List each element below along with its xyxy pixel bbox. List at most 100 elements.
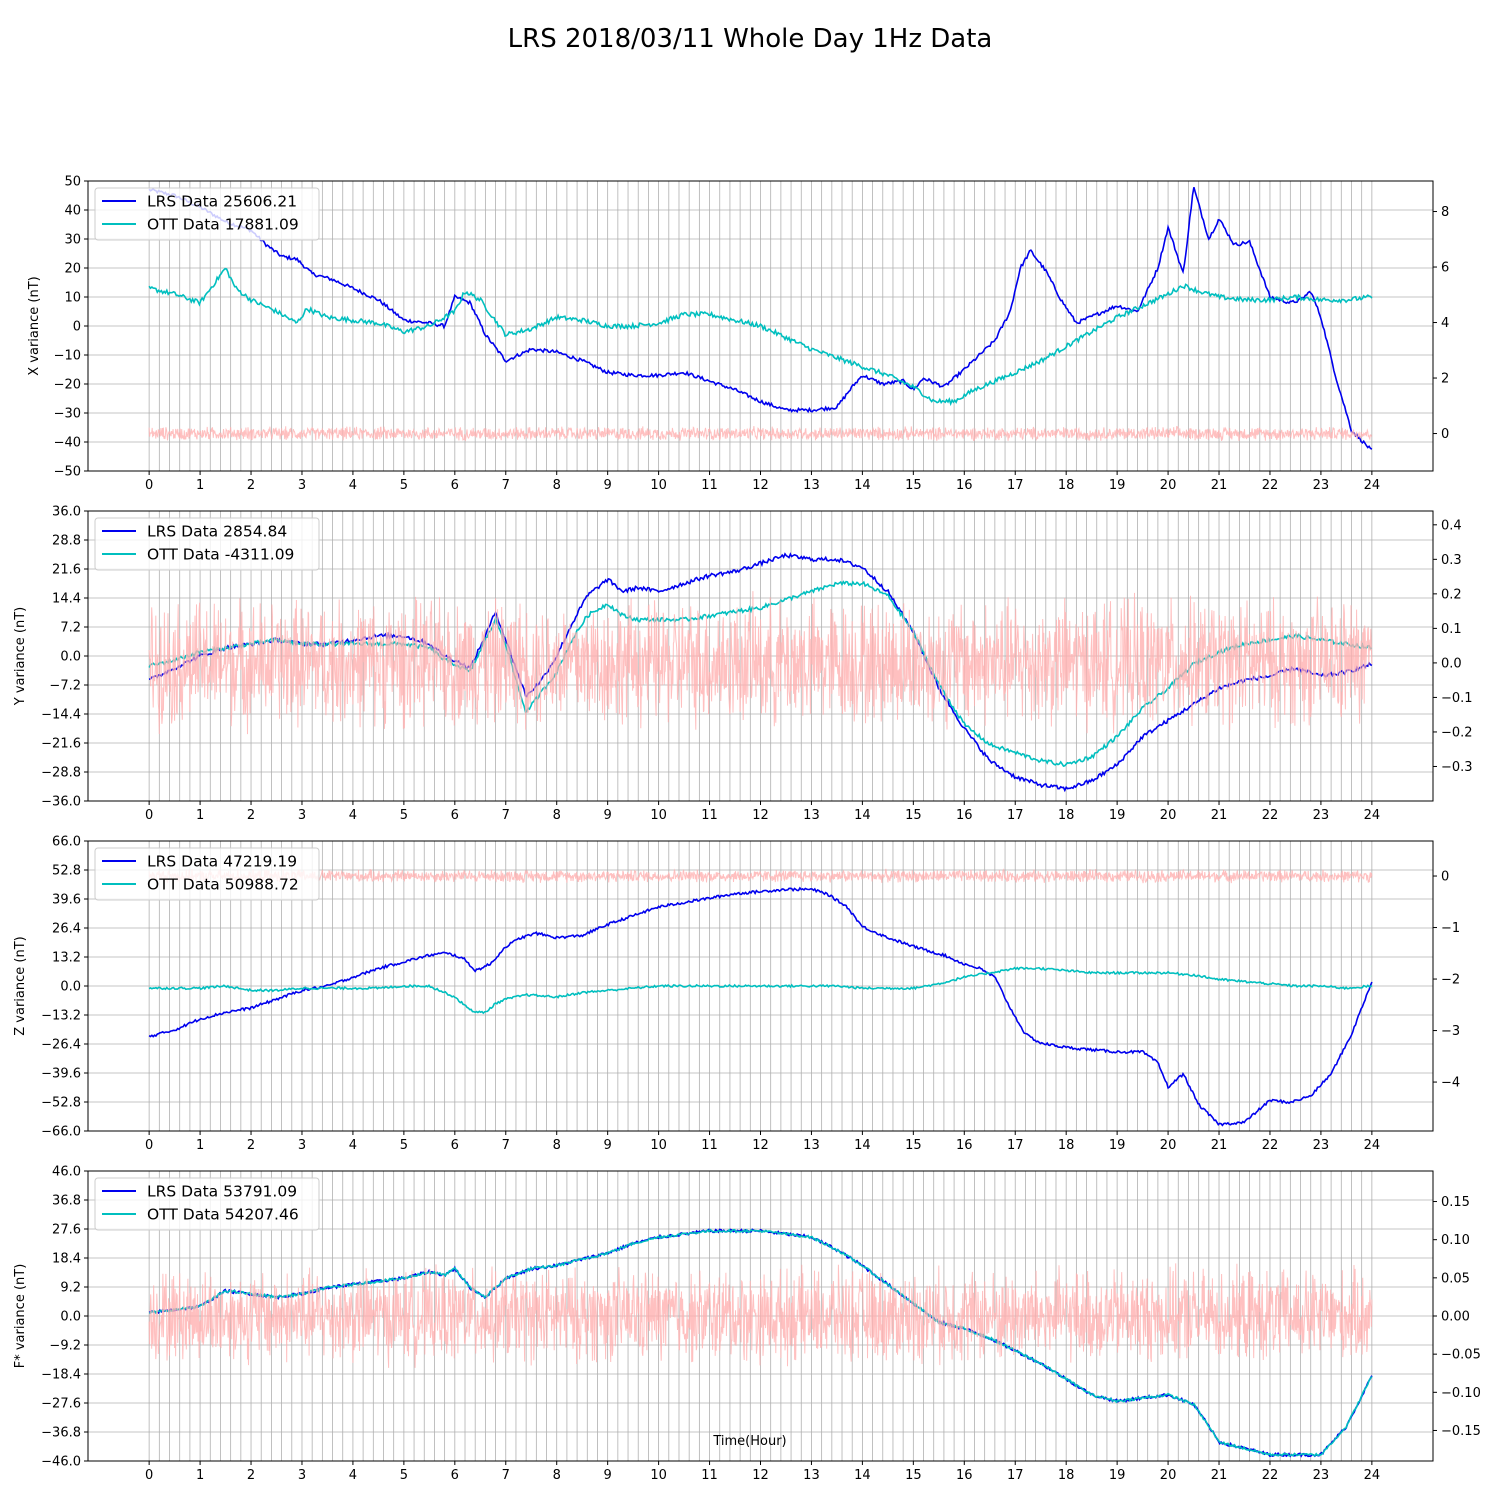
y-tick-label: 0.0 bbox=[60, 650, 81, 665]
x-tick-label: 9 bbox=[604, 1138, 612, 1153]
x-tick-label: 12 bbox=[752, 808, 769, 823]
y2-tick-label: 0.00 bbox=[1441, 1310, 1470, 1325]
y-tick-label: 36.8 bbox=[52, 1194, 81, 1209]
x-tick-label: 3 bbox=[298, 808, 306, 823]
x-tick-label: 5 bbox=[400, 478, 408, 493]
series-diff-2 bbox=[148, 591, 1373, 735]
legend-label: OTT Data 17881.09 bbox=[147, 216, 299, 234]
legend: LRS Data 53791.09 OTT Data 54207.46 bbox=[94, 1177, 320, 1231]
x-tick-label: 24 bbox=[1364, 478, 1381, 493]
x-tick-label: 24 bbox=[1364, 808, 1381, 823]
y-tick-label: 18.4 bbox=[52, 1252, 81, 1267]
y-tick-label: −26.4 bbox=[41, 1038, 81, 1053]
x-tick-label: 4 bbox=[349, 1468, 357, 1483]
x-tick-label: 2 bbox=[247, 808, 255, 823]
x-tick-label: 17 bbox=[1007, 1468, 1024, 1483]
y-axis-label: F* variance (nT) bbox=[13, 1264, 28, 1369]
y2-tick-label: −0.10 bbox=[1441, 1386, 1481, 1401]
y-tick-label: −13.2 bbox=[41, 1009, 81, 1024]
x-tick-label: 20 bbox=[1160, 1468, 1177, 1483]
x-tick-label: 3 bbox=[298, 478, 306, 493]
y2-tick-label: −3 bbox=[1441, 1024, 1460, 1039]
x-tick-label: 22 bbox=[1262, 1468, 1279, 1483]
series-lrs-3 bbox=[148, 886, 1373, 1127]
plot-area bbox=[148, 186, 1373, 450]
y-tick-label: 10 bbox=[64, 291, 81, 306]
x-tick-label: 0 bbox=[145, 478, 153, 493]
y-tick-label: −10 bbox=[54, 349, 81, 364]
x-tick-label: 4 bbox=[349, 478, 357, 493]
x-tick-label: 8 bbox=[553, 808, 561, 823]
series-ott-4 bbox=[148, 1228, 1373, 1457]
y2-tick-label: 0 bbox=[1441, 870, 1449, 885]
x-tick-label: 19 bbox=[1109, 1468, 1126, 1483]
x-tick-label: 8 bbox=[553, 478, 561, 493]
panel-1: 0 1 2 3 4 5 6 7 8 9 10 11 12 13 14 15 16 17 18 19 20 21 22 23 24… bbox=[27, 175, 1449, 494]
x-tick-label: 13 bbox=[803, 1138, 820, 1153]
x-tick-label: 18 bbox=[1058, 1138, 1075, 1153]
y2-tick-label: −1 bbox=[1441, 921, 1460, 936]
x-axis-label: Time(Hour) bbox=[712, 1434, 786, 1449]
y-tick-label: 14.4 bbox=[52, 592, 81, 607]
legend-box bbox=[94, 517, 320, 571]
x-tick-label: 24 bbox=[1364, 1138, 1381, 1153]
x-tick-label: 22 bbox=[1262, 478, 1279, 493]
x-tick-label: 9 bbox=[604, 808, 612, 823]
x-tick-label: 22 bbox=[1262, 1138, 1279, 1153]
x-tick-label: 6 bbox=[451, 478, 459, 493]
y2-tick-label: 0.0 bbox=[1441, 656, 1462, 671]
y-tick-label: −28.8 bbox=[41, 766, 81, 781]
legend-label: OTT Data 50988.72 bbox=[147, 876, 299, 894]
x-tick-label: 9 bbox=[604, 1468, 612, 1483]
y2-tick-label: 8 bbox=[1441, 205, 1449, 220]
y-axis-label: X variance (nT) bbox=[27, 276, 42, 375]
y-tick-label: 9.2 bbox=[60, 1281, 81, 1296]
y-tick-label: 52.8 bbox=[52, 864, 81, 879]
panel-2: 0 1 2 3 4 5 6 7 8 9 10 11 12 13 14 15 16 17 18 19 20 21 22 23 24… bbox=[13, 505, 1473, 824]
y-tick-label: −7.2 bbox=[49, 679, 81, 694]
y-axis-label: Z variance (nT) bbox=[13, 936, 28, 1035]
y-tick-label: 0 bbox=[73, 320, 81, 335]
x-tick-label: 17 bbox=[1007, 1138, 1024, 1153]
x-tick-label: 19 bbox=[1109, 1138, 1126, 1153]
grid bbox=[88, 180, 1433, 472]
x-tick-label: 4 bbox=[349, 1138, 357, 1153]
x-tick-label: 0 bbox=[145, 1138, 153, 1153]
x-tick-label: 7 bbox=[502, 1468, 510, 1483]
x-tick-label: 12 bbox=[752, 478, 769, 493]
y2-tick-label: 0.15 bbox=[1441, 1195, 1470, 1210]
x-tick-label: 1 bbox=[196, 1138, 204, 1153]
plot-area bbox=[148, 1228, 1373, 1458]
x-tick-label: 1 bbox=[196, 1468, 204, 1483]
x-tick-label: 21 bbox=[1211, 808, 1228, 823]
y2-tick-label: 0.05 bbox=[1441, 1271, 1470, 1286]
y2-tick-label: 0 bbox=[1441, 427, 1449, 442]
y2-tick-label: 6 bbox=[1441, 261, 1449, 276]
x-tick-label: 7 bbox=[502, 478, 510, 493]
y2-tick-label: 2 bbox=[1441, 372, 1449, 387]
x-tick-label: 5 bbox=[400, 808, 408, 823]
x-tick-label: 16 bbox=[956, 478, 973, 493]
y2-tick-label: −0.05 bbox=[1441, 1348, 1481, 1363]
y-tick-label: 40 bbox=[64, 204, 81, 219]
x-tick-label: 16 bbox=[956, 1468, 973, 1483]
x-tick-label: 13 bbox=[803, 1468, 820, 1483]
y-tick-label: −52.8 bbox=[41, 1096, 81, 1111]
x-tick-label: 2 bbox=[247, 1468, 255, 1483]
x-tick-label: 5 bbox=[400, 1138, 408, 1153]
x-tick-label: 15 bbox=[905, 1138, 922, 1153]
y-tick-label: 66.0 bbox=[52, 835, 81, 850]
x-tick-label: 10 bbox=[650, 478, 667, 493]
y2-tick-label: 0.10 bbox=[1441, 1233, 1470, 1248]
x-tick-label: 2 bbox=[247, 478, 255, 493]
y-tick-label: −39.6 bbox=[41, 1067, 81, 1082]
y-tick-label: −9.2 bbox=[49, 1339, 81, 1354]
series-lrs-1 bbox=[148, 186, 1373, 450]
x-tick-label: 8 bbox=[553, 1138, 561, 1153]
y-tick-label: 27.6 bbox=[52, 1223, 81, 1238]
x-tick-label: 10 bbox=[650, 1468, 667, 1483]
plot-area bbox=[148, 868, 1373, 1127]
x-tick-label: 11 bbox=[701, 808, 718, 823]
y-tick-label: −66.0 bbox=[41, 1125, 81, 1140]
y-tick-label: 46.0 bbox=[52, 1165, 81, 1180]
